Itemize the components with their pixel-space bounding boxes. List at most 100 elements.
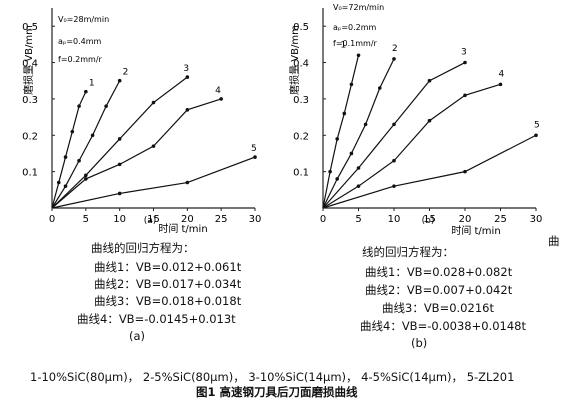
panel-a-series-2-point	[77, 158, 81, 163]
panel-a-y-axis-label: 磨损量 VB/mm	[22, 25, 35, 95]
panel-b-series-1-label: 1	[341, 40, 347, 50]
panel-a-series-3-label: 3	[183, 64, 189, 74]
panel-a-x-axis-label: 时间 t/min	[158, 222, 207, 235]
panel-a-series-1-point	[77, 104, 81, 108]
panel-b-series-3-point	[356, 166, 361, 170]
panel-b-x-tick-label: 15	[423, 214, 436, 225]
panel-b-param: f=0.1mm/r	[333, 39, 378, 48]
panel-b-series-2-point	[378, 86, 382, 90]
panel-a-series-4-point	[84, 177, 88, 181]
panel-b-y-tick-label: 0.5	[293, 22, 309, 33]
panel-b-x-axis-label: 时间 t/min	[451, 224, 500, 237]
panel-b-param: aₚ=0.2mm	[333, 23, 377, 32]
panel-b-y-tick-label: 0.4	[293, 59, 309, 70]
panel-b-series-5-line	[322, 134, 537, 209]
stray-glyph: 曲	[548, 234, 560, 248]
panel-a-series-3-point	[185, 75, 190, 79]
panel-a-x-tick-label: 15	[147, 214, 160, 225]
panel-b-series-1-point	[328, 169, 332, 174]
panel-b-series-2-point	[392, 57, 396, 61]
panel-b-y-tick-label: 0.3	[293, 95, 309, 106]
equations-b-title: 线的回归方程为：	[362, 245, 454, 259]
panel-b-x-tick-label: 30	[530, 214, 543, 225]
panel-a-series-4-point	[117, 162, 122, 167]
equation-b-4: 曲线4：VB=-0.0038+0.0148t	[360, 319, 526, 333]
panel-a-series-4-point	[151, 144, 156, 148]
panel-b-x-tick-label: 0	[320, 214, 326, 225]
panel-a-y-tick-label: 0.5	[22, 22, 38, 33]
panel-b-series-5-point	[463, 169, 467, 174]
equation-b-3: 曲线3：VB=0.0216t	[382, 301, 494, 315]
panel-b-series-1-point	[349, 82, 354, 87]
panel-a-y-tick-label: 0.3	[22, 95, 38, 106]
panel-a-series-1-label: 1	[89, 79, 95, 89]
panel-a-series-2-point	[63, 184, 68, 188]
figure-caption: 图1 高速钢刀具后刀面磨损曲线	[196, 385, 358, 399]
panel-a-series-1-line	[51, 91, 87, 209]
panel-a-series-5-point	[253, 155, 257, 159]
panel-b-series-4-line	[322, 83, 501, 209]
panel-b-series-3-point	[463, 60, 467, 65]
panel-b-sublabel: (b)	[422, 216, 435, 226]
panel-b-param: V₀=72m/min	[333, 3, 384, 12]
equation-b-2: 曲线2：VB=0.007+0.042t	[365, 283, 513, 297]
equation-a-4: 曲线4：VB=-0.0145+0.013t	[77, 312, 236, 326]
panel-b-series-4-point	[498, 82, 503, 87]
equation-a-1: 曲线1：VB=0.012+0.061t	[94, 260, 242, 274]
equation-a-2: 曲线2：VB=0.017+0.034t	[94, 277, 242, 291]
panel-a-sublabel: (a)	[144, 216, 157, 226]
panel-a-series-2-line	[51, 80, 121, 209]
panel-a-series-5-line	[51, 156, 256, 209]
panel-b-series-4-label: 4	[499, 69, 505, 79]
panel-b-y-tick-label: 0.1	[293, 168, 309, 179]
panel-b-series-3-point	[392, 122, 396, 127]
panel-b-series-2-line	[322, 58, 395, 209]
panel-b-series-5-point	[392, 184, 396, 188]
panel-b-series-2-point	[335, 177, 340, 181]
panel-b-series-3-label: 3	[461, 48, 467, 58]
panel-b-series-4-point	[392, 158, 396, 163]
panel-a-series-3-point	[117, 137, 122, 141]
panel-a-x-tick-label: 10	[113, 214, 126, 225]
panel-a-series-4-point	[185, 108, 190, 112]
panel-a-x-tick-label: 20	[181, 214, 194, 225]
panel-a-series-1-point	[84, 89, 88, 94]
panel-b-series-1-point	[342, 111, 347, 116]
panel-a-param: aₚ=0.4mm	[58, 37, 102, 46]
panel-b-series-4-point	[427, 118, 432, 123]
panel-b-series-4-point	[463, 93, 467, 98]
panel-b-series-2-point	[349, 151, 354, 156]
panel-b-series-3-point	[427, 78, 432, 83]
panel-b-x-tick-label: 25	[494, 214, 507, 225]
panel-a-y-tick-label: 0.1	[22, 168, 38, 179]
panel-b-series-5-label: 5	[534, 120, 540, 130]
panel-a-series-1-point	[63, 155, 68, 159]
panel-a-param: V₀=28m/min	[58, 15, 109, 24]
panel-b-x-tick-label: 10	[388, 214, 401, 225]
equations-a-title: 曲线的回归方程为：	[91, 241, 195, 255]
panel-a-series-1-point	[70, 129, 75, 134]
panel-a-x-tick-label: 0	[49, 214, 55, 225]
panel-a-y-tick-label: 0.2	[22, 131, 38, 142]
panel-b-series-1-line	[322, 55, 360, 209]
panel-a-series-4-label: 4	[215, 86, 221, 96]
panel-a-series-2-label: 2	[123, 68, 129, 78]
panel-a-series-2-point	[90, 133, 95, 138]
panel-b-series-5-point	[534, 133, 538, 138]
panel-a-series-1-point	[56, 180, 61, 185]
panel-a-series-5-label: 5	[251, 144, 257, 154]
panel-a-series-2-point	[104, 104, 108, 108]
panel-b-series-2-label: 2	[392, 44, 398, 54]
panel-a-series-2-point	[117, 78, 122, 83]
panel-b-y-tick-label: 0.2	[293, 131, 309, 142]
legend-line: 1-10%SiC(80μm)， 2-5%SiC(80μm)， 3-10%SiC(…	[30, 370, 515, 384]
panel-a-series-4-line	[51, 98, 222, 209]
panel-a-series-3-point	[84, 173, 88, 178]
equations-a-label: (a)	[129, 329, 146, 343]
panel-b-y-axis-label: 磨损量 VB/mm	[288, 25, 301, 95]
panel-b-series-4-point	[356, 184, 361, 188]
panel-a-series-5-point	[117, 191, 122, 196]
panel-b-series-2-point	[363, 122, 368, 127]
panel-b-x-tick-label: 5	[355, 214, 361, 225]
